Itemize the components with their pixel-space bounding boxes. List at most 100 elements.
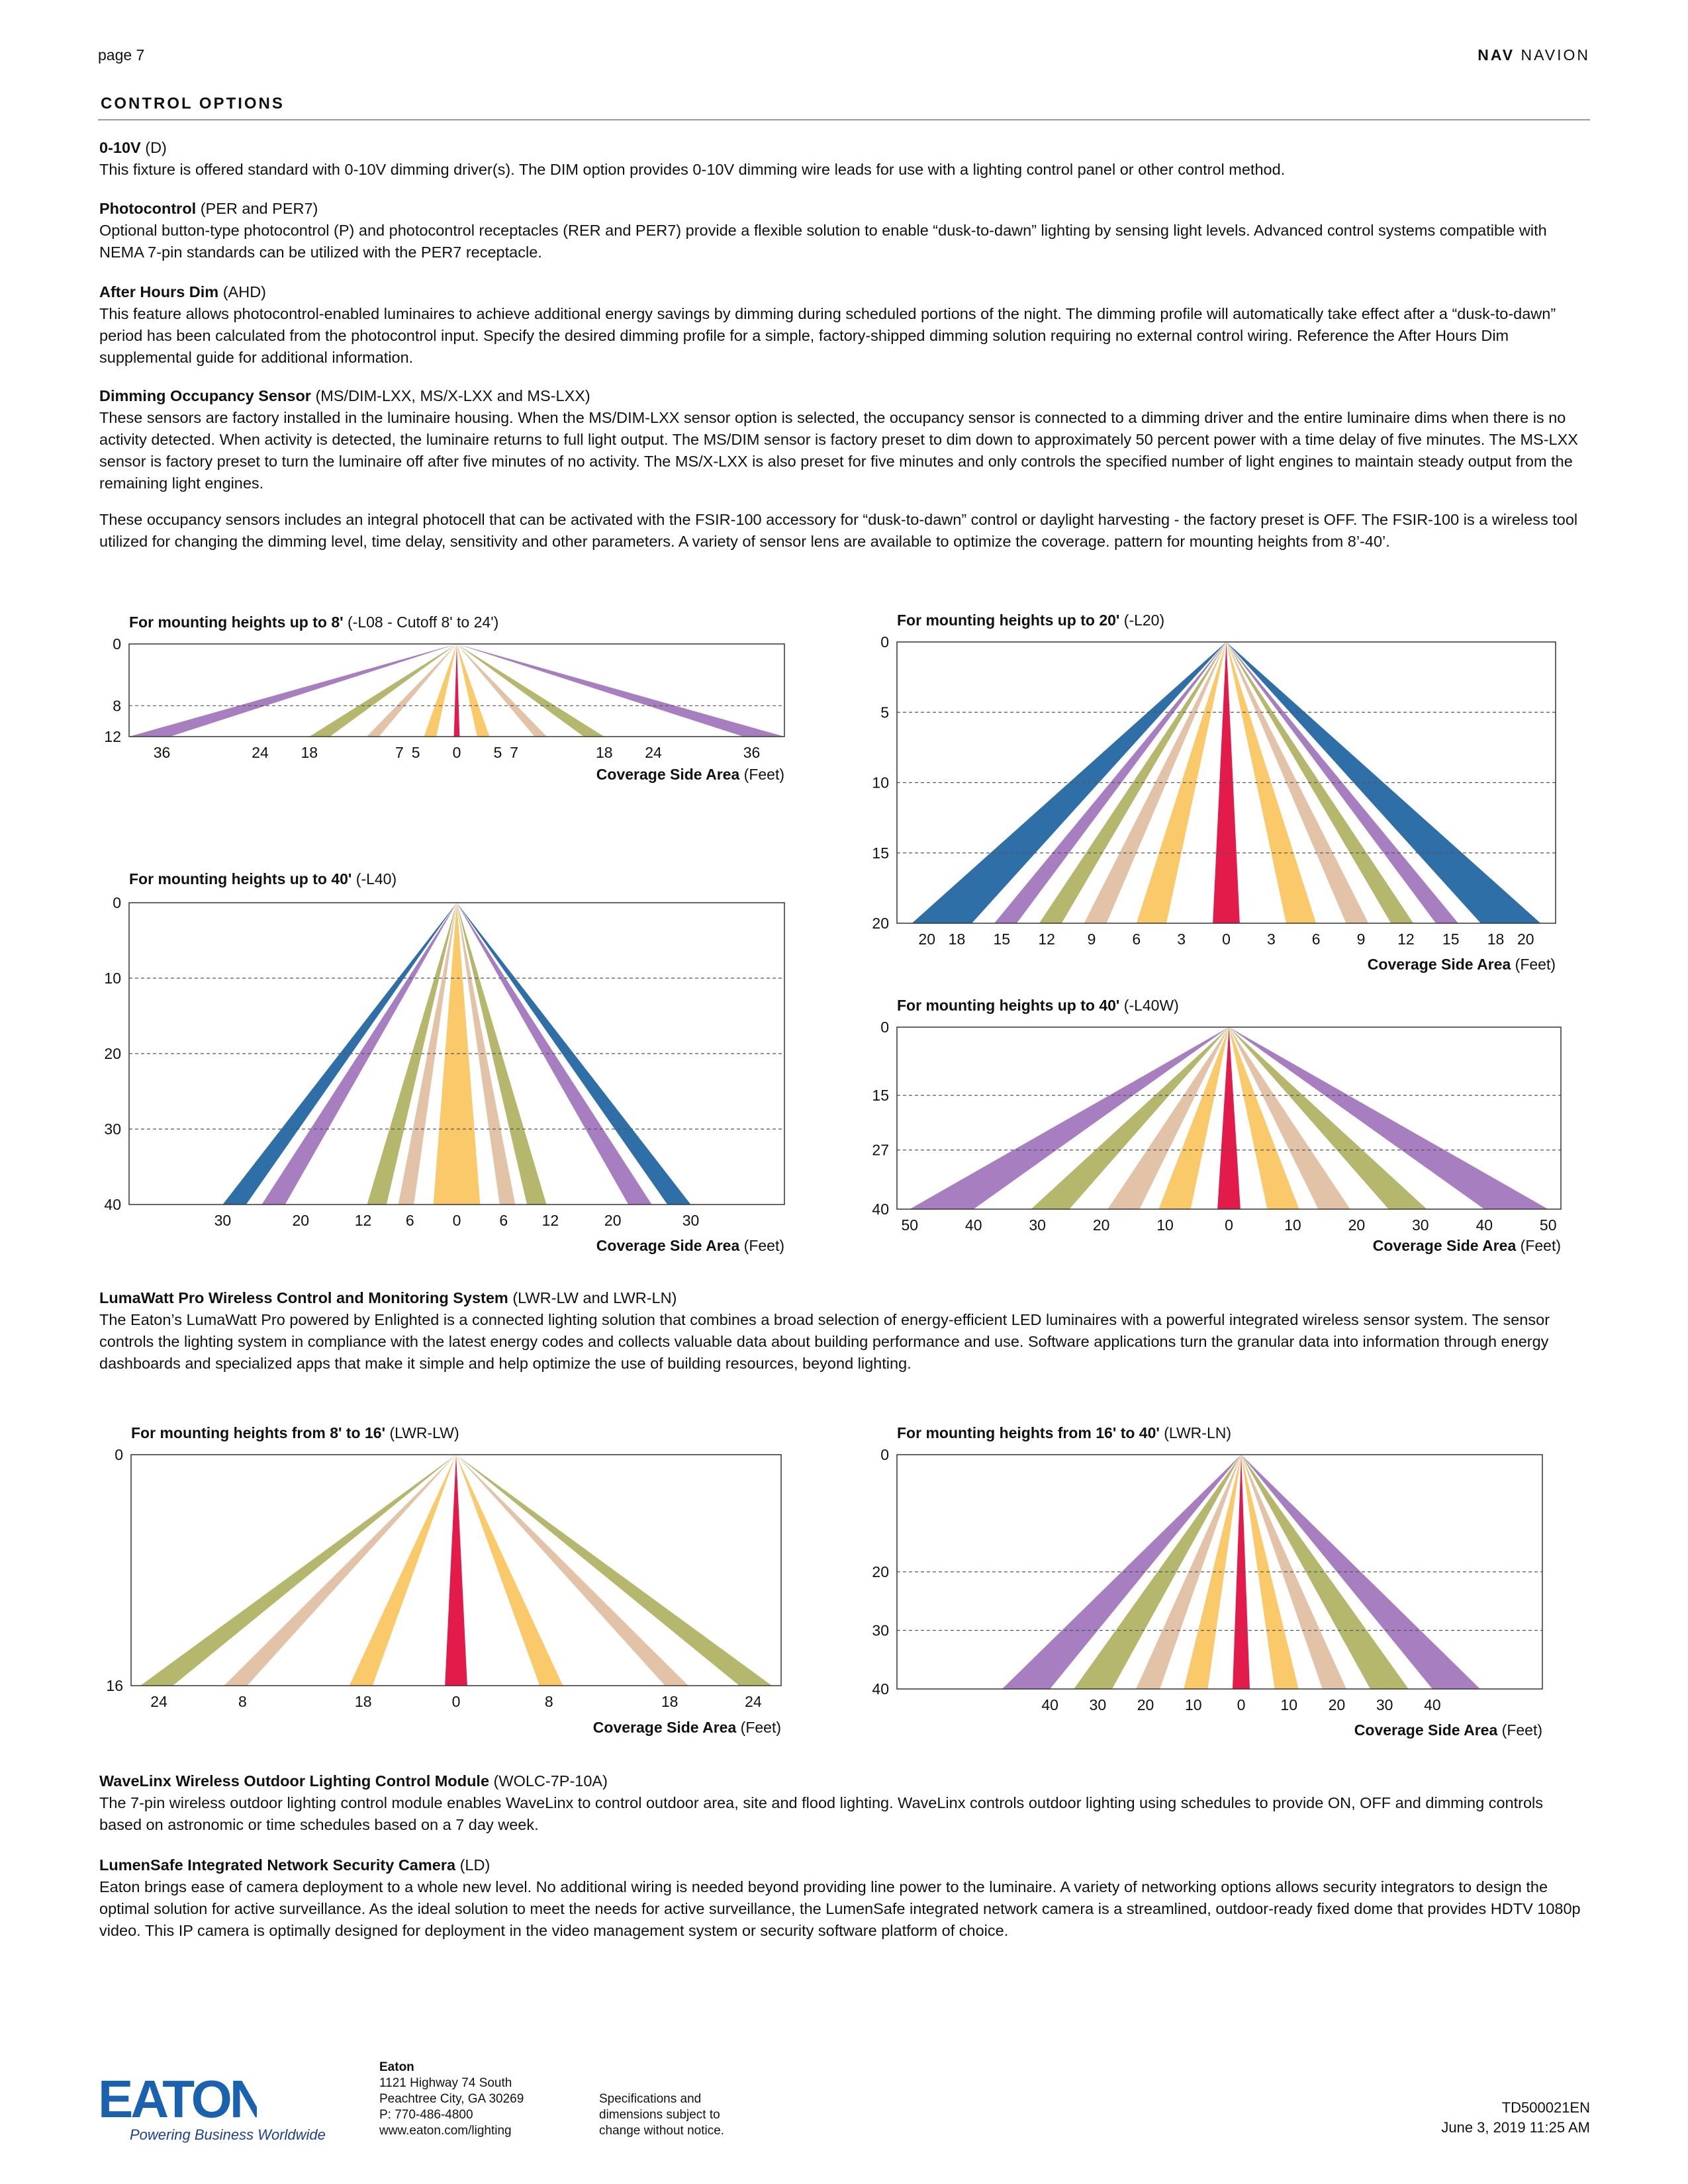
- x-tick-label: 0: [1225, 1216, 1233, 1234]
- x-tick-label: 12: [1397, 931, 1415, 948]
- x-tick-label: 18: [949, 931, 966, 948]
- section-heading: LumaWatt Pro Wireless Control and Monito…: [99, 1289, 508, 1306]
- x-tick-label: 9: [1357, 931, 1366, 948]
- x-tick-label: 0: [453, 744, 461, 761]
- section-wavelinx: WaveLinx Wireless Outdoor Lighting Contr…: [99, 1770, 1589, 1836]
- eaton-logo: EATON Powering Business Worldwide: [98, 2070, 326, 2144]
- footer-phone: P: 770-486-4800: [379, 2108, 473, 2122]
- section-suffix: (LD): [455, 1856, 491, 1874]
- section-0-10v: 0-10V (D) This fixture is offered standa…: [99, 137, 1589, 181]
- section-title: CONTROL OPTIONS: [101, 95, 285, 113]
- logo-tagline: Powering Business Worldwide: [130, 2126, 326, 2143]
- x-tick-label: 3: [1177, 931, 1186, 948]
- x-tick-label: 12: [355, 1212, 372, 1229]
- beam-left: [424, 644, 457, 737]
- x-axis-label: Coverage Side Area (Feet): [1368, 956, 1556, 973]
- y-tick-label: 0: [880, 633, 889, 651]
- x-tick-label: 10: [1156, 1216, 1174, 1234]
- chart-title: For mounting heights from 16' to 40' (LW…: [897, 1424, 1231, 1441]
- section-heading: Photocontrol: [99, 200, 197, 217]
- section-body: This feature allows photocontrol-enabled…: [99, 305, 1556, 366]
- footer-spec-line3: change without notice.: [599, 2124, 725, 2138]
- x-axis-label-unit: (Feet): [1516, 1237, 1561, 1254]
- footer-doc-info: TD500021EN June 3, 2019 11:25 AM: [1441, 2098, 1590, 2138]
- section-suffix: (AHD): [218, 283, 266, 300]
- x-tick-label: 40: [1424, 1696, 1441, 1713]
- x-axis-label-main: Coverage Side Area: [1368, 956, 1511, 973]
- x-axis-label-main: Coverage Side Area: [1354, 1721, 1498, 1739]
- plot-frame: [896, 641, 1556, 924]
- beam-right: [457, 644, 604, 737]
- footer-address: Eaton 1121 Highway 74 South Peachtree Ci…: [379, 2060, 524, 2139]
- beam-right: [1226, 642, 1414, 923]
- chart-title-main: For mounting heights from 16' to 40': [897, 1424, 1160, 1441]
- y-tick-label: 20: [872, 915, 889, 932]
- chart-title-main: For mounting heights from 8' to 16': [131, 1424, 385, 1441]
- x-tick-label: 18: [301, 744, 318, 761]
- y-tick-label: 15: [872, 1087, 889, 1104]
- beam-left: [349, 1455, 456, 1686]
- chart-title-main: For mounting heights up to 40': [129, 870, 352, 887]
- x-tick-label: 15: [1442, 931, 1460, 948]
- chart-title-suffix: (LWR-LW): [385, 1424, 459, 1441]
- y-tick-label: 0: [880, 1019, 889, 1036]
- x-axis-label: Coverage Side Area (Feet): [1373, 1237, 1561, 1254]
- coverage-chart-lwr-ln: 0 20 30 40 40 30 20 10 0 10 20 30 40 For mounting hei…: [872, 1424, 1543, 1739]
- section-lumensafe: LumenSafe Integrated Network Security Ca…: [99, 1854, 1589, 1942]
- beam-left: [309, 644, 457, 737]
- beam-left: [129, 644, 457, 737]
- x-tick-label: 30: [1029, 1216, 1046, 1234]
- x-tick-label: 36: [154, 744, 171, 761]
- y-tick-label: 15: [872, 844, 889, 862]
- y-tick-label: 40: [872, 1201, 889, 1218]
- footer-date: June 3, 2019 11:25 AM: [1441, 2119, 1590, 2136]
- beam-left: [1107, 1027, 1229, 1209]
- section-heading: LumenSafe Integrated Network Security Ca…: [99, 1856, 456, 1874]
- x-tick-label: 20: [1093, 1216, 1110, 1234]
- footer-disclaimer: Specifications and dimensions subject to…: [599, 2091, 724, 2139]
- chart-title-suffix: (-L20): [1119, 612, 1164, 629]
- footer-address-line2: Peachtree City, GA 30269: [379, 2092, 524, 2106]
- x-tick-label: 0: [453, 1212, 461, 1229]
- plot-frame: [128, 643, 785, 737]
- footer-doc-id: TD500021EN: [1501, 2099, 1590, 2116]
- x-tick-label: 18: [661, 1693, 679, 1710]
- footer-company: Eaton: [379, 2060, 414, 2074]
- x-tick-label: 12: [1038, 931, 1055, 948]
- x-tick-label: 20: [918, 931, 935, 948]
- x-tick-label: 24: [645, 744, 662, 761]
- x-tick-label: 7: [395, 744, 404, 761]
- x-tick-label: 6: [1312, 931, 1321, 948]
- section-body: This fixture is offered standard with 0-…: [99, 161, 1286, 178]
- y-tick-label: 8: [113, 697, 121, 714]
- x-axis-label-main: Coverage Side Area: [1373, 1237, 1517, 1254]
- section-body: Optional button-type photocontrol (P) an…: [99, 222, 1547, 261]
- beam-center: [445, 1455, 467, 1686]
- beam-left: [366, 644, 457, 737]
- section-heading: WaveLinx Wireless Outdoor Lighting Contr…: [99, 1772, 490, 1790]
- y-tick-label: 5: [880, 704, 889, 721]
- section-body: These sensors are factory installed in t…: [99, 409, 1578, 492]
- x-tick-label: 8: [238, 1693, 247, 1710]
- y-tick-label: 10: [104, 970, 121, 987]
- x-tick-label: 40: [1041, 1696, 1058, 1713]
- beam-right: [456, 1455, 772, 1686]
- page-number: page 7: [98, 46, 145, 64]
- section-body: The 7-pin wireless outdoor lighting cont…: [99, 1794, 1544, 1833]
- x-tick-label: 10: [1185, 1696, 1202, 1713]
- x-tick-label: 50: [1540, 1216, 1557, 1234]
- beam-right: [457, 644, 490, 737]
- x-tick-label: 10: [1280, 1696, 1297, 1713]
- x-tick-label: 8: [545, 1693, 553, 1710]
- x-tick-label: 30: [682, 1212, 700, 1229]
- x-tick-label: 20: [1137, 1696, 1154, 1713]
- x-axis-label-main: Coverage Side Area: [596, 766, 740, 783]
- section-heading: 0-10V: [99, 139, 141, 156]
- chart-title: For mounting heights from 8' to 16' (LWR…: [131, 1424, 459, 1441]
- footer-website[interactable]: www.eaton.com/lighting: [379, 2124, 512, 2138]
- plot-frame: [896, 1454, 1543, 1690]
- section-body: The Eaton’s LumaWatt Pro powered by Enli…: [99, 1311, 1550, 1372]
- section-body: Eaton brings ease of camera deployment t…: [99, 1878, 1581, 1939]
- y-tick-label: 30: [872, 1622, 889, 1639]
- footer-spec-line2: dimensions subject to: [599, 2108, 720, 2122]
